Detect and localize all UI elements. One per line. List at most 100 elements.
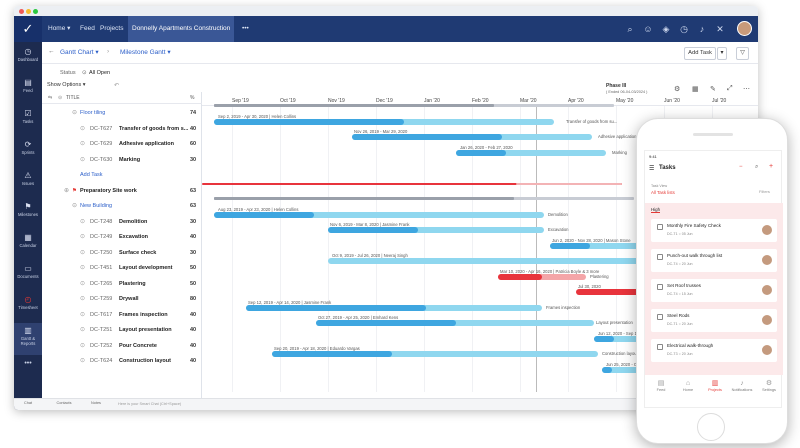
sidebar-item-gantt[interactable]: ▥ Gantt & Reports	[14, 323, 42, 355]
task-bar-progress[interactable]	[214, 118, 404, 125]
mobile-tab-projects[interactable]: ▥ Projects	[702, 379, 728, 392]
add-task-dropdown[interactable]: ▾	[717, 47, 727, 60]
task-bar-progress[interactable]	[328, 227, 418, 233]
milestone-bar[interactable]	[202, 182, 622, 185]
close-dot[interactable]	[19, 9, 24, 14]
mobile-tab-notifications[interactable]: ♪ Notifications	[729, 379, 755, 392]
mobile-task-card[interactable]: Set Roof trusses DC-T4 ○ 15 Jun	[651, 279, 777, 302]
task-bar-progress[interactable]	[550, 242, 590, 249]
sidebar-item-issues[interactable]: ⚠ Issues	[14, 168, 42, 196]
mobile-task-card[interactable]: Punch-out walk through list DC-T4 ○ 20 Ju…	[651, 249, 777, 272]
task-checkbox[interactable]	[657, 284, 663, 290]
task-row[interactable]: ⊙ DC-T251 Layout presentation 40	[42, 323, 202, 339]
sidebar-item-sprints[interactable]: ⟳ Sprints	[14, 137, 42, 165]
task-bar[interactable]	[498, 273, 586, 280]
task-bar-progress[interactable]	[456, 149, 506, 156]
task-row[interactable]: ⊝ Floor tiling 74	[42, 106, 202, 122]
task-name[interactable]: Surface check	[119, 249, 157, 256]
edit-icon[interactable]: ✎	[710, 86, 716, 93]
chat-tab[interactable]: Chat	[23, 401, 33, 405]
nav-feed[interactable]: Feed	[80, 25, 95, 32]
collapse-icon[interactable]: ⊙	[80, 358, 86, 364]
task-name[interactable]: Construction layout	[119, 358, 171, 364]
task-checkbox[interactable]	[657, 314, 663, 320]
task-name[interactable]: Marking	[119, 156, 141, 163]
mobile-menu-icon[interactable]: ☰	[649, 166, 655, 172]
task-bar-progress[interactable]	[214, 211, 314, 218]
task-row[interactable]: ⊙ DC-T265 Plastering 50	[42, 277, 202, 293]
collapse-icon[interactable]: ⊙	[80, 125, 86, 132]
task-row[interactable]: ⊙ DC-T630 Marking 30	[42, 153, 202, 169]
task-bar-progress[interactable]	[594, 335, 614, 342]
home-button[interactable]	[697, 413, 725, 441]
more-options-icon[interactable]: ⋯	[743, 86, 750, 93]
back-arrow-icon[interactable]: ←	[48, 48, 55, 55]
undo-icon[interactable]: ↶	[114, 83, 120, 89]
group-bar-progress[interactable]	[214, 104, 494, 107]
expand-all-icon[interactable]: ⇆	[48, 95, 53, 101]
task-bar-progress[interactable]	[352, 134, 502, 140]
fullscreen-icon[interactable]: ⤢	[727, 85, 733, 92]
task-checkbox[interactable]	[657, 254, 663, 260]
task-row[interactable]: ⊙ DC-T451 Layout development 50	[42, 261, 202, 277]
minimize-dot[interactable]	[26, 9, 31, 14]
collapse-icon[interactable]: ⊙	[80, 342, 86, 349]
mobile-task-card[interactable]: Monthly Fire Safety Check DC-T1 ○ 05 Jun	[651, 219, 777, 242]
task-name[interactable]: Frames inspection	[119, 311, 168, 318]
task-bar-progress[interactable]	[602, 366, 612, 373]
task-bar-progress[interactable]	[316, 320, 456, 326]
sidebar-item-calendar[interactable]: ▦ Calendar	[14, 230, 42, 258]
nav-projects[interactable]: Projects	[100, 25, 124, 32]
chat-icon[interactable]: ☺	[643, 24, 653, 34]
task-name[interactable]: Preparatory Site work	[80, 187, 137, 194]
sidebar-item-tasks[interactable]: ☑ Tasks	[14, 106, 42, 134]
task-name[interactable]: Layout presentation	[119, 327, 172, 333]
collapse-icon[interactable]: ⊙	[80, 141, 86, 147]
collapse-icon[interactable]: ⊙	[80, 327, 86, 333]
nav-more[interactable]: •••	[242, 25, 249, 32]
show-options-button[interactable]: Show Options ▾	[47, 82, 86, 88]
task-row[interactable]: ⊙ DC-T617 Frames inspection 40	[42, 308, 202, 324]
task-bar[interactable]	[214, 211, 544, 218]
task-name[interactable]: Floor tiling	[80, 110, 106, 116]
mobile-add-icon[interactable]: +	[769, 163, 774, 170]
task-row[interactable]: ⊙ DC-T249 Excavation 40	[42, 230, 202, 246]
task-row[interactable]: ⊙ DC-T259 Drywall 80	[42, 292, 202, 308]
add-task-button[interactable]: Add Task	[684, 47, 716, 60]
sidebar-item-milestones[interactable]: ⚑ Milestones	[14, 199, 42, 227]
sidebar-item-timesheet[interactable]: ◴ Timesheet	[14, 292, 42, 320]
nav-home[interactable]: Home ▾	[48, 25, 71, 32]
task-bar[interactable]	[594, 335, 650, 342]
task-bar[interactable]	[328, 258, 658, 264]
collapse-icon[interactable]: ⊙	[80, 265, 86, 271]
task-name[interactable]: Plastering	[119, 280, 146, 287]
user-avatar[interactable]	[737, 21, 752, 36]
app-logo-icon[interactable]: ✓	[14, 16, 42, 42]
collapse-icon[interactable]: ⊙	[80, 311, 86, 318]
add-task-link[interactable]: Add Task	[80, 172, 103, 178]
game-icon[interactable]: ◈	[662, 24, 670, 34]
all-task-lists-selector[interactable]: All Task lists	[651, 190, 675, 195]
collapse-icon[interactable]: ⊙	[80, 234, 86, 240]
smart-chat-input[interactable]: Here is your Smart Chat (Ctrl+Space)	[118, 402, 182, 406]
task-bar[interactable]	[576, 289, 656, 295]
contacts-tab[interactable]: Contacts	[56, 401, 72, 405]
task-row[interactable]: ⊙ DC-T624 Construction layout 40	[42, 354, 202, 370]
task-bar-progress[interactable]	[272, 351, 392, 357]
filter-icon[interactable]: ▽	[736, 47, 749, 60]
task-name[interactable]: Transfer of goods from s...	[119, 125, 189, 132]
task-checkbox[interactable]	[657, 224, 663, 230]
mobile-tab-settings[interactable]: ⚙ Settings	[756, 379, 782, 392]
task-row[interactable]: ⊙ DC-T627 Transfer of goods from s... 40	[42, 122, 202, 138]
mobile-minus-icon[interactable]: −	[739, 164, 743, 170]
notes-tab[interactable]: Notes	[91, 401, 101, 405]
task-name[interactable]: Excavation	[119, 234, 149, 240]
mobile-tab-home[interactable]: ⌂ Home	[675, 379, 701, 392]
collapse-icon[interactable]: ⊝	[58, 95, 63, 101]
task-row[interactable]: ⊙ DC-T250 Surface check 30	[42, 246, 202, 262]
collapse-icon[interactable]: ⊙	[80, 156, 86, 163]
task-name[interactable]: Drywall	[119, 296, 139, 302]
task-row[interactable]: ⊙ DC-T629 Adhesive application 60	[42, 137, 202, 153]
timer-icon[interactable]: ◷	[680, 24, 688, 34]
task-bar-progress[interactable]	[246, 304, 426, 311]
